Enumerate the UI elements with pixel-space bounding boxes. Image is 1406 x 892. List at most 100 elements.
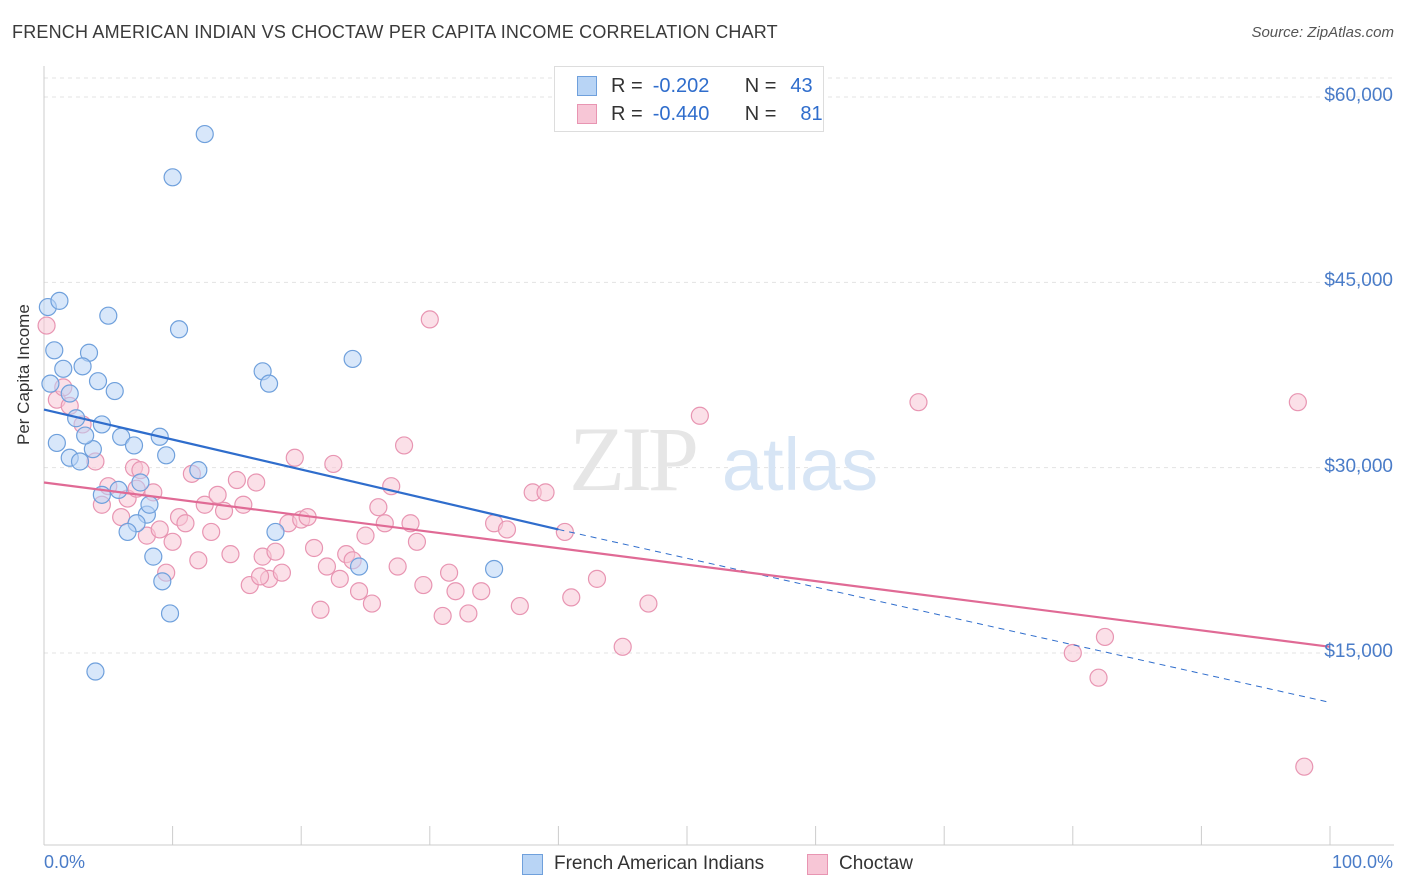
data-point [73, 357, 92, 376]
data-point [1089, 668, 1108, 687]
data-point [227, 470, 246, 490]
r-value: -0.440 [652, 102, 710, 125]
data-point [140, 495, 159, 514]
data-point [144, 547, 163, 566]
data-point [109, 480, 128, 500]
data-point [510, 596, 529, 616]
data-point [169, 320, 189, 339]
data-point [639, 594, 658, 613]
data-point [497, 520, 517, 539]
y-tick-label: $60,000 [1324, 85, 1393, 106]
data-point [266, 542, 285, 561]
n-label: N = [744, 102, 777, 125]
x-tick-min: 0.0% [44, 852, 86, 872]
data-point [250, 567, 270, 586]
data-point [60, 384, 79, 403]
data-point [54, 359, 73, 378]
trend-line-choctaw [43, 481, 1331, 648]
data-point [407, 532, 427, 551]
data-point [343, 349, 362, 369]
data-point [562, 588, 581, 607]
data-point [157, 446, 176, 465]
data-point [304, 538, 324, 558]
data-point [83, 440, 102, 459]
x-tick-max: 100.0% [1331, 852, 1393, 872]
data-point [446, 582, 465, 601]
data-point [76, 426, 95, 445]
legend-row-choctaw: R = -0.440 N = 81 [577, 101, 823, 127]
pink-swatch [577, 104, 597, 124]
data-point [330, 569, 349, 588]
watermark-zip: ZIP [569, 408, 696, 510]
data-point [105, 381, 124, 401]
r-label: R = [611, 102, 643, 125]
data-point [88, 372, 108, 391]
data-point [401, 514, 420, 533]
legend-item-french-american-indians[interactable]: French American Indians [522, 853, 764, 875]
chart-title: FRENCH AMERICAN INDIAN VS CHOCTAW PER CA… [12, 22, 778, 42]
data-point [195, 124, 214, 144]
data-point [433, 606, 452, 626]
data-point [349, 557, 369, 576]
data-point [909, 393, 928, 412]
data-point [86, 662, 105, 681]
data-point [163, 532, 182, 551]
data-point [587, 569, 607, 588]
y-tick-label: $15,000 [1324, 641, 1393, 662]
data-point [70, 452, 90, 471]
blue-swatch [577, 76, 597, 96]
y-tick-label: $45,000 [1324, 270, 1393, 292]
n-value: 81 [800, 102, 823, 125]
data-point [234, 495, 253, 514]
data-point [285, 448, 304, 467]
data-point [356, 526, 375, 545]
data-point [1095, 627, 1115, 647]
data-point [459, 604, 478, 623]
correlation-legend: R = -0.202 N = 43 R = -0.440 N = 81 [554, 66, 824, 132]
data-point [311, 600, 330, 619]
data-point [485, 559, 504, 579]
data-point [349, 582, 369, 601]
trend-extension-french-american-indians [558, 528, 1331, 703]
r-label: R = [611, 74, 643, 97]
data-point [1288, 393, 1307, 412]
legend-label: Choctaw [839, 853, 913, 874]
data-point [153, 572, 172, 591]
data-point [189, 461, 208, 480]
data-point [37, 316, 56, 335]
data-point [439, 563, 459, 582]
trend-line-french-american-indians [43, 408, 559, 531]
data-point [324, 454, 343, 474]
data-point [41, 374, 60, 393]
legend-item-choctaw[interactable]: Choctaw [807, 853, 913, 875]
n-label: N = [744, 74, 777, 97]
legend-label: French American Indians [554, 853, 765, 874]
data-point [1295, 757, 1314, 776]
data-point [176, 514, 195, 533]
data-point [362, 594, 382, 613]
choctaw-points [37, 310, 1314, 776]
y-tick-label: $30,000 [1324, 455, 1393, 477]
data-point [266, 522, 285, 542]
data-point [45, 341, 64, 360]
series-legend: French American Indians Choctaw [0, 853, 1406, 877]
watermark-atlas: atlas [722, 423, 878, 506]
data-point [99, 306, 118, 325]
r-value: -0.202 [652, 74, 710, 97]
data-point [202, 522, 221, 542]
data-point [690, 406, 709, 425]
data-point [124, 436, 144, 455]
data-point [1063, 643, 1082, 663]
n-value: 43 [790, 74, 813, 97]
data-point [208, 485, 227, 504]
data-point [259, 374, 279, 393]
data-point [388, 557, 407, 576]
trend-lines [43, 408, 1331, 703]
data-point [555, 522, 574, 542]
data-point [272, 563, 292, 582]
data-point [189, 551, 208, 570]
data-point [118, 522, 137, 542]
legend-row-french-american-indians: R = -0.202 N = 43 [577, 73, 813, 99]
data-point [420, 310, 439, 329]
